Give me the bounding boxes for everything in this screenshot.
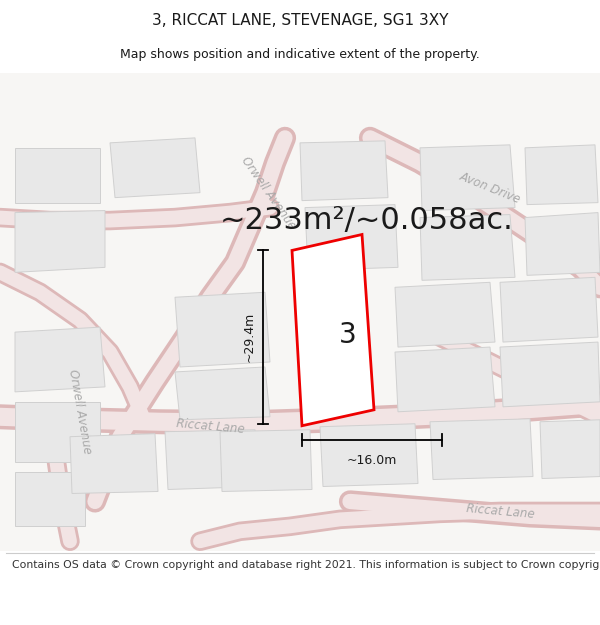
- Polygon shape: [525, 213, 600, 276]
- Text: Contains OS data © Crown copyright and database right 2021. This information is : Contains OS data © Crown copyright and d…: [12, 560, 600, 570]
- Polygon shape: [220, 430, 312, 491]
- Polygon shape: [300, 141, 388, 201]
- Text: Avon Drive: Avon Drive: [457, 169, 523, 206]
- Polygon shape: [395, 282, 495, 347]
- Text: Orwell Avenue: Orwell Avenue: [238, 154, 298, 231]
- Polygon shape: [540, 420, 600, 479]
- Text: 3: 3: [338, 321, 356, 349]
- Polygon shape: [305, 204, 398, 271]
- Text: 3, RICCAT LANE, STEVENAGE, SG1 3XY: 3, RICCAT LANE, STEVENAGE, SG1 3XY: [152, 13, 448, 28]
- Text: Map shows position and indicative extent of the property.: Map shows position and indicative extent…: [120, 48, 480, 61]
- Polygon shape: [15, 402, 100, 462]
- Polygon shape: [15, 471, 85, 526]
- Polygon shape: [420, 145, 515, 211]
- Polygon shape: [500, 342, 600, 407]
- Polygon shape: [292, 234, 374, 426]
- Text: ~29.4m: ~29.4m: [243, 312, 256, 362]
- Polygon shape: [15, 148, 100, 202]
- Polygon shape: [320, 424, 418, 486]
- Polygon shape: [395, 347, 495, 412]
- Polygon shape: [110, 138, 200, 198]
- Text: Riccat Lane: Riccat Lane: [466, 502, 535, 521]
- Text: ~233m²/~0.058ac.: ~233m²/~0.058ac.: [220, 206, 514, 235]
- Text: Riccat Lane: Riccat Lane: [175, 418, 245, 436]
- Polygon shape: [165, 430, 258, 489]
- Polygon shape: [175, 367, 270, 420]
- Text: ~16.0m: ~16.0m: [347, 454, 397, 467]
- Polygon shape: [15, 327, 105, 392]
- Text: Orwell Avenue: Orwell Avenue: [66, 369, 94, 455]
- Polygon shape: [70, 434, 158, 494]
- Polygon shape: [500, 278, 598, 342]
- Polygon shape: [430, 419, 533, 479]
- Polygon shape: [175, 292, 270, 367]
- Polygon shape: [420, 214, 515, 280]
- Polygon shape: [15, 211, 105, 272]
- Polygon shape: [525, 145, 598, 204]
